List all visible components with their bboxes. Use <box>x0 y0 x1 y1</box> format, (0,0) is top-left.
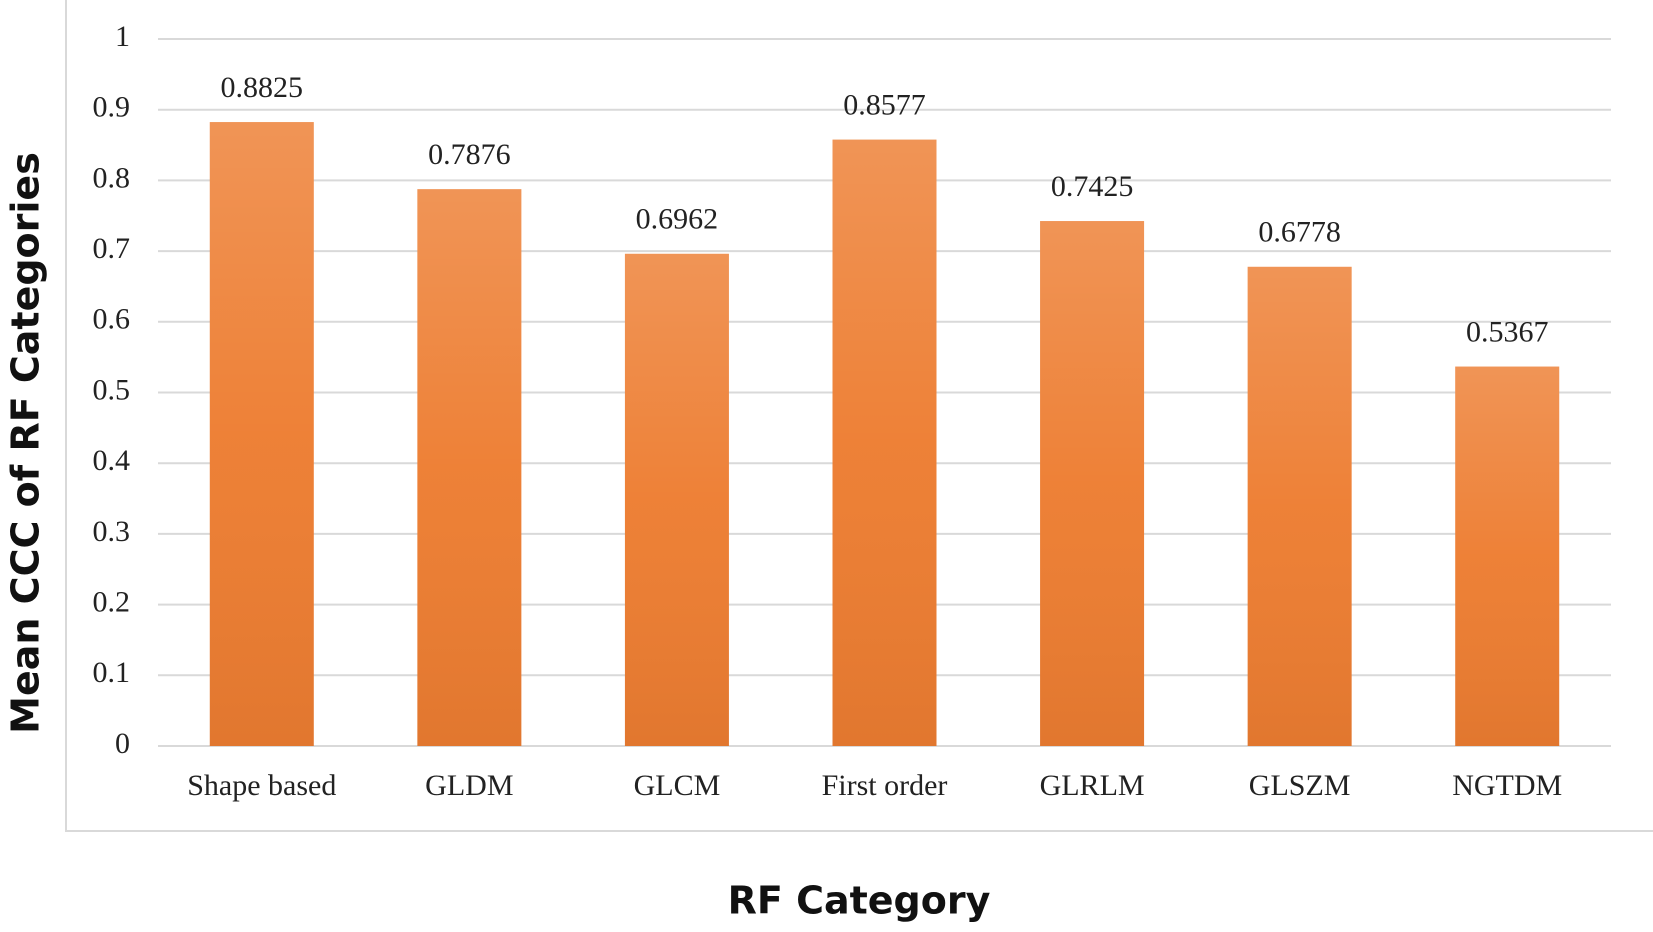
chart-frame <box>65 0 1653 832</box>
bar-shade <box>209 122 314 746</box>
x-tick-label: NGTDM <box>1452 769 1562 802</box>
x-tick-label: GLRLM <box>1040 769 1145 802</box>
value-label: 0.8825 <box>221 71 304 104</box>
x-tick-label: First order <box>822 769 948 802</box>
value-label: 0.7425 <box>1051 170 1134 203</box>
y-tick-label: 1 <box>115 20 130 53</box>
y-tick-label: 0.4 <box>93 444 131 477</box>
y-axis-title: Mean CCC of RF Categories <box>4 152 48 734</box>
bar-shade <box>417 189 522 746</box>
y-tick-label: 0.9 <box>93 91 131 124</box>
y-tick-label: 0.8 <box>93 161 131 194</box>
value-label: 0.8577 <box>843 88 926 121</box>
value-label: 0.7876 <box>428 138 511 171</box>
bar-shade <box>1247 266 1352 746</box>
bar-shade <box>1455 366 1560 746</box>
x-axis-title: RF Category <box>728 879 991 923</box>
y-tick-label: 0.2 <box>93 585 131 618</box>
y-tick-label: 0.3 <box>93 515 131 548</box>
y-tick-label: 0.7 <box>93 232 131 265</box>
x-tick-label: GLSZM <box>1249 769 1351 802</box>
y-tick-label: 0.5 <box>93 373 131 406</box>
bar-shade <box>624 253 729 746</box>
x-tick-label: Shape based <box>187 769 336 802</box>
y-tick-label: 0.6 <box>93 303 131 336</box>
y-tick-label: 0 <box>115 727 130 760</box>
value-label: 0.5367 <box>1466 315 1549 348</box>
value-label: 0.6962 <box>636 203 719 236</box>
y-tick-label: 0.1 <box>93 656 131 689</box>
value-label: 0.6778 <box>1258 216 1341 249</box>
x-tick-label: GLDM <box>425 769 513 802</box>
bar-shade <box>1040 221 1145 747</box>
bar-shade <box>832 139 937 747</box>
x-tick-label: GLCM <box>634 769 721 802</box>
